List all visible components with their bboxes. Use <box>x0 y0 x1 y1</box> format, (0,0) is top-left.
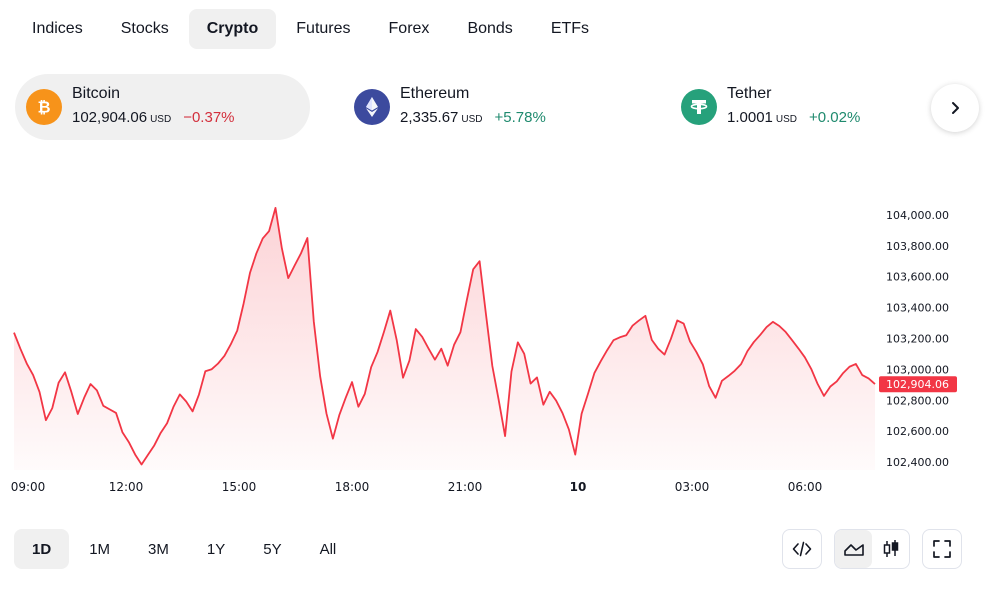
range-1m[interactable]: 1M <box>89 540 111 558</box>
y-tick-label: 103,400.00 <box>886 302 949 315</box>
x-tick-label: 06:00 <box>788 480 823 494</box>
y-tick-label: 103,000.00 <box>886 363 949 376</box>
y-tick-label: 103,600.00 <box>886 271 949 284</box>
tab-forex[interactable]: Forex <box>388 20 430 37</box>
x-tick-label: 03:00 <box>675 480 710 494</box>
chart-style-toggle <box>834 529 910 569</box>
area-chart-icon <box>843 544 864 556</box>
ticker-price: 1.0001 <box>727 109 773 126</box>
y-tick-label: 102,600.00 <box>886 425 949 438</box>
ticker-unit: USD <box>775 114 798 125</box>
y-tick-label: 102,800.00 <box>886 394 949 407</box>
range-1d[interactable]: 1D <box>14 529 70 569</box>
code-icon <box>792 541 812 557</box>
candlestick-icon <box>883 540 898 557</box>
price-line <box>13 207 876 466</box>
x-tick-label: 12:00 <box>109 480 144 494</box>
tab-indices[interactable]: Indices <box>32 20 83 37</box>
ticker-name: Ethereum <box>400 85 470 102</box>
tab-etfs[interactable]: ETFs <box>550 20 590 37</box>
ticker-name: Bitcoin <box>72 85 121 102</box>
last-price-badge <box>879 376 957 393</box>
ticker-change: +0.02% <box>809 109 861 126</box>
range-3m[interactable]: 3M <box>148 540 169 558</box>
y-tick-label: 103,800.00 <box>886 240 949 253</box>
fullscreen-icon <box>933 540 951 558</box>
ethereum-icon <box>354 89 390 125</box>
embed-button[interactable] <box>782 529 822 569</box>
tab-futures[interactable]: Futures <box>296 20 351 37</box>
ticker-unit: USD <box>461 114 483 125</box>
bitcoin-icon: ₿ <box>26 89 62 125</box>
ticker-price: 102,904.06 <box>72 109 148 126</box>
y-tick-label: 103,200.00 <box>886 333 949 346</box>
range-5y[interactable]: 5Y <box>263 540 282 558</box>
price-area <box>14 207 875 470</box>
tab-bonds[interactable]: Bonds <box>467 20 513 37</box>
market-tabs: Indices Stocks Crypto Futures Forex Bond… <box>14 9 607 49</box>
tether-icon <box>681 89 717 125</box>
ticker-ethereum[interactable]: Ethereum 2,335.67 USD +5.78% <box>343 74 623 140</box>
ticker-change: −0.37% <box>183 109 235 126</box>
x-tick-label: 09:00 <box>11 480 46 494</box>
ticker-tether[interactable]: Tether 1.0001 USD +0.02% <box>670 74 920 140</box>
tab-crypto[interactable]: Crypto <box>188 9 277 49</box>
ticker-bitcoin[interactable]: ₿ Bitcoin 102,904.06 USD −0.37% <box>15 74 310 140</box>
range-all[interactable]: All <box>319 540 337 558</box>
fullscreen-button[interactable] <box>922 529 962 569</box>
price-chart: 102,400.00 102,600.00 102,800.00 103,000.00… <box>11 207 957 494</box>
y-tick-label: 102,400.00 <box>886 456 949 469</box>
last-price-label: 102,904.06 <box>886 378 949 391</box>
svg-text:₿: ₿ <box>37 98 50 117</box>
range-1y[interactable]: 1Y <box>206 540 226 558</box>
ticker-change: +5.78% <box>494 109 546 126</box>
x-tick-label: 21:00 <box>448 480 483 494</box>
chevron-right-icon <box>952 102 959 114</box>
x-tick-label: 18:00 <box>335 480 370 494</box>
area-chart-button[interactable] <box>835 530 872 568</box>
range-selector: 1D 1M 3M 1Y 5Y All <box>14 529 354 569</box>
y-tick-label: 104,000.00 <box>886 209 949 222</box>
ticker-price: 2,335.67 <box>400 109 459 126</box>
x-tick-label: 10 <box>570 480 587 494</box>
next-tickers-button[interactable] <box>931 84 979 132</box>
candlestick-button[interactable] <box>872 530 909 568</box>
x-tick-label: 15:00 <box>222 480 257 494</box>
tab-stocks[interactable]: Stocks <box>120 20 169 37</box>
ticker-unit: USD <box>150 114 172 125</box>
ticker-name: Tether <box>727 85 772 102</box>
